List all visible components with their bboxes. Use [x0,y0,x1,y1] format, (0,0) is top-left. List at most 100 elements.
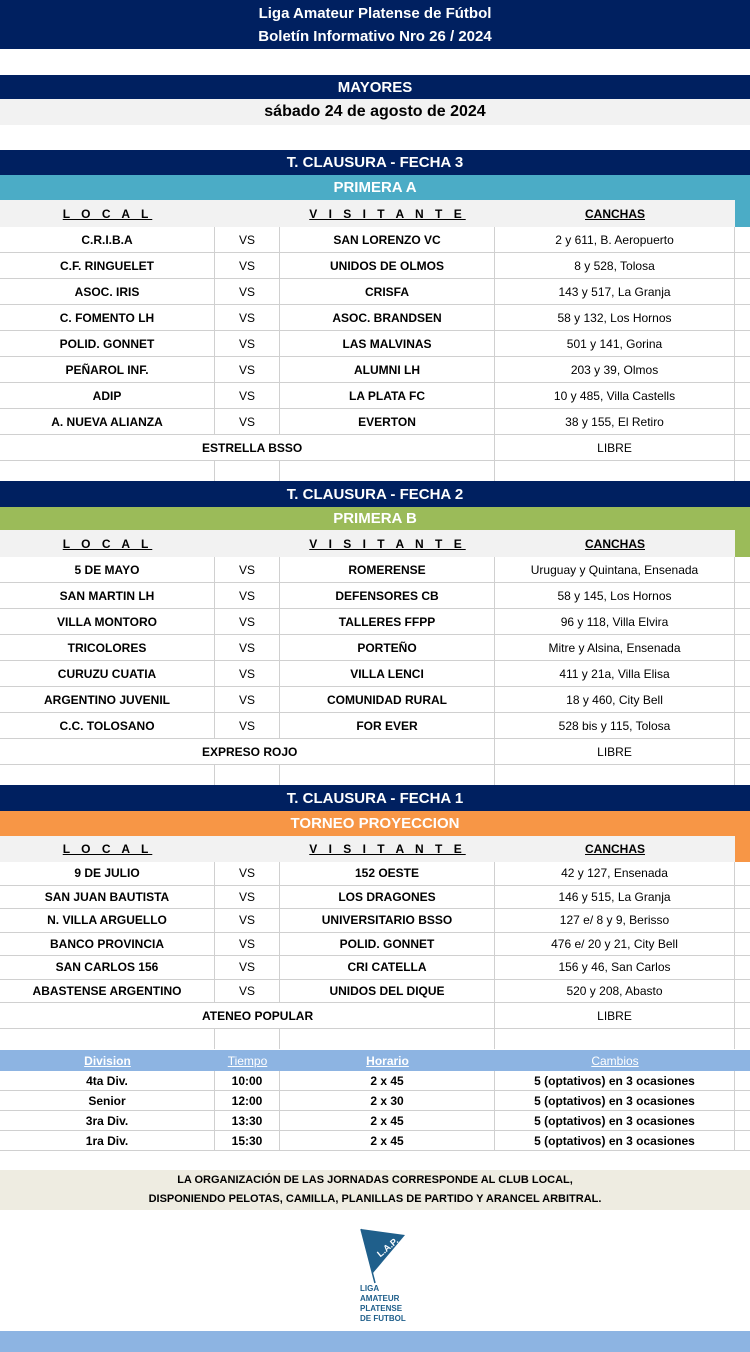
venue: 146 y 515, La Granja [495,885,735,908]
schedule-cell: 2 x 45 [280,1111,495,1130]
local-team: ARGENTINO JUVENIL [0,687,215,712]
league-logo: L.A.P. LIGA AMATEUR PLATENSE DE FUTBOL [355,1225,415,1325]
match-row: VILLA MONTORO VS TALLERES FFPP 96 y 118, Vi… [0,609,750,635]
bye-team: ATENEO POPULAR [0,1003,495,1028]
visiting-team: EVERTON [280,409,495,434]
vs-label: VS [215,583,280,608]
venue: 38 y 155, El Retiro [495,409,735,434]
division-title: PRIMERA B [333,510,417,527]
bye-row: EXPRESO ROJO LIBRE [0,739,750,765]
logo-text: LIGA [360,1284,380,1293]
vs-label: VS [215,885,280,908]
logo-text: AMATEUR [360,1294,400,1303]
vs-label: VS [215,979,280,1002]
vs-label: VS [215,713,280,738]
bye-row: ATENEO POPULAR LIBRE [0,1003,750,1029]
venue: 520 y 208, Abasto [495,979,735,1002]
logo-text: DE FUTBOL [360,1314,406,1323]
local-team: TRICOLORES [0,635,215,660]
match-row: ADIP VS LA PLATA FC 10 y 485, Villa Castell… [0,383,750,409]
match-row: ASOC. IRIS VS CRISFA 143 y 517, La Granja [0,279,750,305]
venue: 10 y 485, Villa Castells [495,383,735,408]
schedule-row: Senior 12:00 2 x 30 5 (optativos) en 3 ocas… [0,1091,750,1111]
venue: 96 y 118, Villa Elvira [495,609,735,634]
venue: 58 y 132, Los Hornos [495,305,735,330]
schedule-cell: 2 x 45 [280,1131,495,1150]
schedule-cell: 10:00 [215,1071,280,1090]
note-line: LA ORGANIZACIÓN DE LAS JORNADAS CORRESPO… [177,1174,573,1186]
visiting-team: ALUMNI LH [280,357,495,382]
local-header: L O C A L [0,530,215,557]
vs-label: VS [215,661,280,686]
match-row: SAN JUAN BAUTISTA VS LOS DRAGONES 146 y 515… [0,885,750,909]
bye-label: LIBRE [495,435,735,460]
visiting-team: LOS DRAGONES [280,885,495,908]
vs-label: VS [215,609,280,634]
vs-label: VS [215,956,280,979]
schedule-cell: 2 x 45 [280,1071,495,1090]
visiting-team: UNIDOS DE OLMOS [280,253,495,278]
local-team: ASOC. IRIS [0,279,215,304]
fecha-header: T. CLAUSURA - FECHA 3 [0,150,750,175]
canchas-header: CANCHAS [495,200,735,227]
venue: 203 y 39, Olmos [495,357,735,382]
schedule-column-header: Cambios [591,1053,639,1068]
vs-label: VS [215,687,280,712]
bye-row: ESTRELLA BSSO LIBRE [0,435,750,461]
schedule-row: 4ta Div. 10:00 2 x 45 5 (optativos) en 3 oc… [0,1071,750,1091]
vs-label: VS [215,357,280,382]
visiting-team: COMUNIDAD RURAL [280,687,495,712]
match-row: N. VILLA ARGUELLO VS UNIVERSITARIO BSSO 127… [0,909,750,933]
local-header: L O C A L [0,836,215,862]
local-team: N. VILLA ARGUELLO [0,909,215,932]
bulletin-number: Boletín Informativo Nro 26 / 2024 [258,27,492,45]
division-title: TORNEO PROYECCION [290,815,460,832]
venue: 156 y 46, San Carlos [495,956,735,979]
note-line: DISPONIENDO PELOTAS, CAMILLA, PLANILLAS … [148,1193,602,1205]
local-team: BANCO PROVINCIA [0,932,215,955]
vs-label: VS [215,557,280,582]
match-row: C.R.I.B.A VS SAN LORENZO VC 2 y 611, B. Aer… [0,227,750,253]
match-row: PEÑAROL INF. VS ALUMNI LH 203 y 39, Olmos [0,357,750,383]
venue: 8 y 528, Tolosa [495,253,735,278]
visiting-team: LAS MALVINAS [280,331,495,356]
schedule-cell: 15:30 [215,1131,280,1150]
schedule-cell: 2 x 30 [280,1091,495,1110]
canchas-header: CANCHAS [495,836,735,862]
vs-label: VS [215,383,280,408]
schedule-column-header: Tiempo [227,1053,268,1068]
schedule-cell: 12:00 [215,1091,280,1110]
visiting-team: FOR EVER [280,713,495,738]
vs-label: VS [215,862,280,885]
vs-label: VS [215,909,280,932]
vs-label: VS [215,331,280,356]
visiting-team: VILLA LENCI [280,661,495,686]
match-row: C.F. RINGUELET VS UNIDOS DE OLMOS 8 y 528, … [0,253,750,279]
local-team: SAN CARLOS 156 [0,956,215,979]
match-row: TRICOLORES VS PORTEÑO Mitre y Alsina, Ensen… [0,635,750,661]
local-team: PEÑAROL INF. [0,357,215,382]
visiting-team: ASOC. BRANDSEN [280,305,495,330]
vs-label: VS [215,279,280,304]
venue: Uruguay y Quintana, Ensenada [495,557,735,582]
match-row: SAN MARTIN LH VS DEFENSORES CB 58 y 145, Lo… [0,583,750,609]
visiting-team: LA PLATA FC [280,383,495,408]
schedule-cell: 5 (optativos) en 3 ocasiones [495,1091,735,1110]
match-row: A. NUEVA ALIANZA VS EVERTON 38 y 155, El Re… [0,409,750,435]
visiting-team: ROMERENSE [280,557,495,582]
local-team: C. FOMENTO LH [0,305,215,330]
organization-note: LA ORGANIZACIÓN DE LAS JORNADAS CORRESPO… [0,1170,750,1210]
canchas-header: CANCHAS [495,530,735,557]
visiting-team: UNIVERSITARIO BSSO [280,909,495,932]
vs-label: VS [215,635,280,660]
schedule-cell: Senior [0,1091,215,1110]
visiting-team: SAN LORENZO VC [280,227,495,252]
vs-label: VS [215,305,280,330]
local-team: POLID. GONNET [0,331,215,356]
venue: 528 bis y 115, Tolosa [495,713,735,738]
schedule-row: 3ra Div. 13:30 2 x 45 5 (optativos) en 3 oc… [0,1111,750,1131]
visitante-header: V I S I T A N T E [280,200,495,227]
footer-band [0,1331,750,1352]
